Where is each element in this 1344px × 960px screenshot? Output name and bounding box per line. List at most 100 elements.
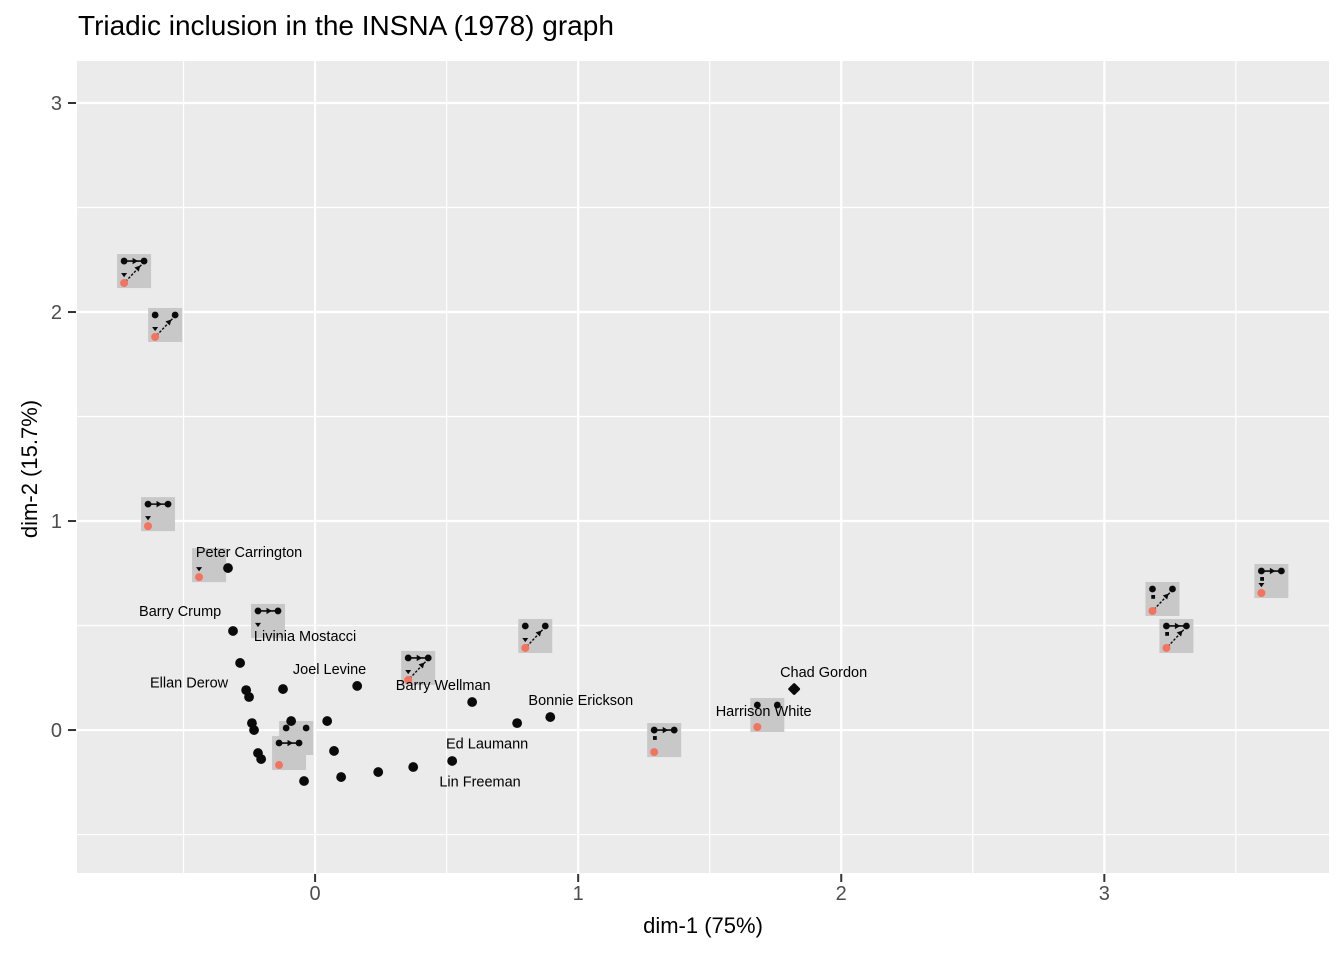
triad-glyph [250,603,285,638]
triad-glyph [1254,564,1289,599]
data-point [322,716,333,726]
point-label: Barry Wellman [396,678,491,694]
glyph-node [650,726,658,734]
glyph-node [164,500,172,508]
x-tick-label: 1 [573,883,584,905]
chart-title: Triadic inclusion in the INSNA (1978) gr… [78,10,614,41]
triad-glyph [148,307,183,342]
x-tick-label: 0 [310,883,321,905]
data-point [256,754,267,764]
glyph-node [1163,622,1170,630]
data-point [373,767,384,777]
glyph-triangle-node [196,567,203,572]
data-point [228,626,238,636]
glyph-node [1169,585,1176,593]
glyph-square-node [1260,577,1264,581]
data-point [408,762,419,772]
glyph-node [140,257,148,265]
point-label: Lin Freeman [439,774,520,790]
glyph-edge-arrow [1269,567,1276,575]
x-tick-label: 3 [1099,883,1110,905]
data-point [545,712,556,722]
y-tick-label: 3 [51,93,62,115]
glyph-ego-node [1148,606,1157,615]
glyph-node [295,739,303,747]
glyph-edge-arrow [1174,622,1181,630]
glyph-triangle-node [405,669,412,675]
glyph-node [144,500,152,508]
data-point [235,658,246,668]
glyph-triangle-node [145,516,152,521]
glyph-edge-arrow [416,654,423,662]
triad-glyph [117,254,152,289]
glyph-square-node [1165,631,1170,636]
glyph-node [275,739,283,747]
glyph-triangle-node [152,326,159,332]
data-point [447,756,458,766]
point-label: Ellan Derow [150,676,229,692]
y-tick-label: 0 [51,720,62,742]
glyph-node [404,654,412,662]
triad-glyph [1145,581,1180,616]
triad-glyph [518,618,553,653]
glyph-node [1277,567,1285,575]
glyph-node [753,701,761,709]
panel-background [77,61,1329,873]
data-point [299,776,309,786]
data-point [286,716,297,726]
glyph-diagonal-arrow [535,630,542,637]
glyph-ego-node [275,761,284,770]
data-point [249,725,259,735]
triad-glyph [401,650,436,685]
y-axis-title: dim-2 (15.7%) [17,399,42,539]
point-label: Livinia Mostacci [254,629,356,645]
triad-glyph [750,697,785,732]
glyph-node [424,654,432,662]
triad-glyph [272,736,307,771]
glyph-node [521,622,529,630]
glyph-node [773,701,781,709]
triad-glyph [141,497,176,532]
data-point [223,563,233,573]
glyph-node [1257,567,1265,575]
x-axis-title: dim-1 (75%) [643,913,763,938]
glyph-node [1183,622,1190,630]
data-point [467,697,478,707]
data-point [352,681,363,691]
point-label: Ed Laumann [446,737,528,753]
glyph-triangle-node [522,637,529,643]
glyph-ego-node [151,332,160,341]
glyph-node [274,607,282,615]
glyph-edge-arrow [156,500,163,508]
glyph-diagonal-arrow [418,662,425,669]
glyph-edge-arrow [266,607,272,615]
data-point [329,746,339,756]
glyph-edge-arrow [132,257,139,265]
point-label: Bonnie Erickson [528,693,633,709]
glyph-node [151,311,159,319]
point-label: Chad Gordon [780,665,867,681]
data-point [244,692,254,702]
glyph-ego-node [521,643,530,652]
glyph-node [171,311,179,319]
glyph-node [670,726,678,734]
glyph-diagonal-arrow [134,265,141,272]
glyph-triangle-node [1258,583,1265,588]
glyph-node [541,622,549,630]
data-point [336,772,347,782]
glyph-triangle-node [121,273,128,278]
glyph-node [120,257,128,265]
glyph-edge-arrow [287,739,294,747]
glyph-triangle-node [254,622,261,628]
glyph-ego-node [753,722,762,731]
glyph-ego-node [1257,589,1266,598]
data-point [278,684,288,694]
glyph-node [282,724,290,732]
y-tick-label: 2 [51,302,62,324]
data-point [788,683,801,695]
glyph-node [254,607,262,615]
triad-glyph [192,548,227,583]
glyph-square-node [1151,594,1156,599]
